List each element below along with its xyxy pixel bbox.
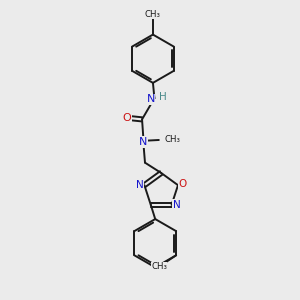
Text: H: H: [159, 92, 167, 102]
Text: CH₃: CH₃: [165, 136, 181, 145]
Text: N: N: [139, 137, 148, 147]
Text: CH₃: CH₃: [145, 10, 161, 19]
Text: CH₃: CH₃: [151, 262, 167, 271]
Text: N: N: [136, 180, 143, 190]
Text: O: O: [122, 112, 131, 123]
Text: O: O: [179, 179, 187, 189]
Text: N: N: [146, 94, 155, 104]
Text: N: N: [173, 200, 181, 210]
